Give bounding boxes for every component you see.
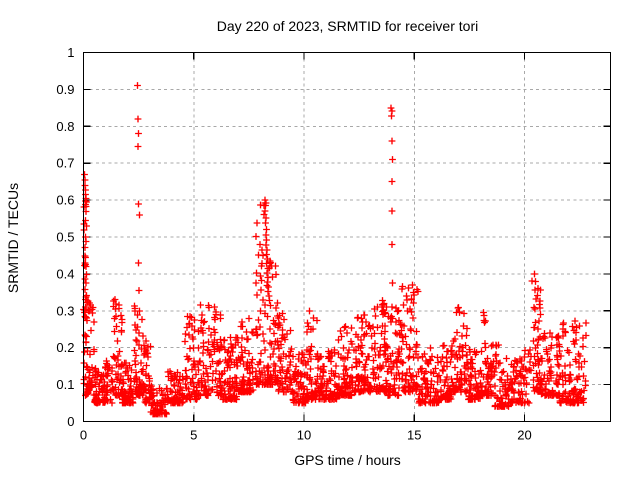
scatter-points: [80, 82, 590, 418]
plot-border: [82, 51, 612, 423]
y-tick-label: 0.2: [56, 340, 74, 355]
y-tick-label: 0.1: [56, 377, 74, 392]
x-tick-label: 5: [190, 428, 197, 443]
x-tick-label: 20: [517, 428, 531, 443]
y-tick-label: 0.5: [56, 230, 74, 245]
chart-title: Day 220 of 2023, SRMTID for receiver tor…: [216, 18, 479, 34]
y-tick-label: 0.4: [56, 266, 74, 281]
x-tick-label: 0: [80, 428, 87, 443]
x-tick-label: 10: [297, 428, 311, 443]
y-tick-label: 1: [67, 45, 74, 60]
x-axis-label: GPS time / hours: [294, 452, 401, 468]
y-tick-label: 0: [67, 414, 74, 429]
x-tick-label: 15: [407, 428, 421, 443]
y-tick-label: 0.9: [56, 82, 74, 97]
y-tick-label: 0.3: [56, 303, 74, 318]
y-tick-label: 0.6: [56, 193, 74, 208]
y-tick-label: 0.7: [56, 156, 74, 171]
y-tick-label: 0.8: [56, 119, 74, 134]
